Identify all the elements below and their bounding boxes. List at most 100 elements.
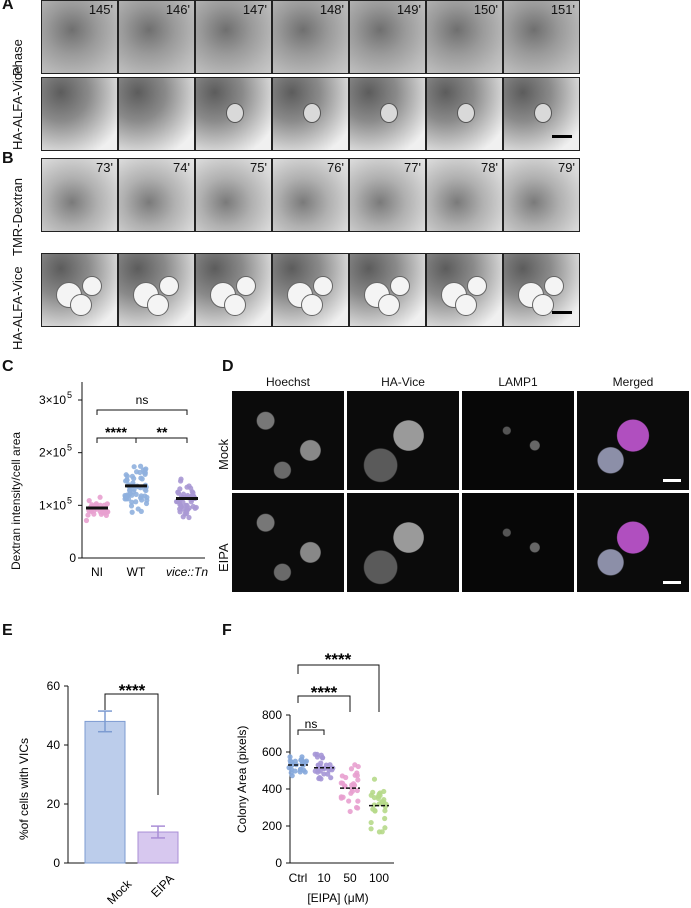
panel-b-timestamp: 78' <box>481 160 498 175</box>
panel-c-dot <box>131 464 137 470</box>
panel-c-ytick-label: 0 <box>69 551 76 565</box>
panel-e-xtick-eipa: EIPA <box>148 872 177 901</box>
panel-c-xtick-ni: NI <box>91 565 103 579</box>
panel-e-sig-label: **** <box>119 681 146 700</box>
panel-c-dot <box>184 484 190 490</box>
panel-c-dot <box>133 499 139 505</box>
panel-c-dot <box>143 487 149 494</box>
panel-c-dot <box>138 475 144 481</box>
panel-d-mock-havice-image <box>347 391 459 490</box>
panel-a-timestamp: 145' <box>88 2 113 17</box>
panel-c-dot <box>123 496 129 502</box>
panel-c-dot <box>142 467 148 473</box>
panel-d-eipa-merged-image <box>577 493 689 592</box>
panel-b-timestamp: 73' <box>96 160 113 175</box>
panel-e-sig-bracket <box>104 693 159 795</box>
panel-d-eipa-havice-image <box>347 493 459 592</box>
panel-f-ns-bracket <box>297 729 325 735</box>
panel-e-ytick-label: 40 <box>47 738 61 752</box>
panel-d-col-merged: Merged <box>612 375 654 389</box>
panel-b-row1-frame: 75' <box>195 158 272 232</box>
panel-c-dot <box>193 504 199 511</box>
panel-a-row2-label: HA-ALFA-Vice <box>10 66 25 150</box>
panel-f-ytick-label: 600 <box>262 745 282 759</box>
panel-f-dot <box>382 815 388 822</box>
panel-b-row2-frame <box>272 253 349 327</box>
panel-a-row1-frame: 150' <box>426 0 503 74</box>
panel-b-row1-label: TMR-Dextran <box>10 177 25 256</box>
panel-c-dot <box>138 508 144 514</box>
panel-f-ns-label: ns <box>305 717 318 731</box>
panel-d-col-havice: HA-Vice <box>381 375 425 389</box>
panel-f-dot <box>318 776 324 782</box>
panel-b-row1-frame: 77' <box>349 158 426 232</box>
panel-f-dot <box>318 752 324 758</box>
panel-c-chart: Dextran intensity/cell area 01×10 52×10 53… <box>9 382 208 579</box>
panel-letter-e: E <box>2 622 13 639</box>
panel-d-mock-merged-image <box>577 391 689 490</box>
panel-a-timestamp: 148' <box>319 2 344 17</box>
panel-d-row-mock: Mock <box>216 438 231 470</box>
panel-letter-c: C <box>2 358 14 375</box>
panel-e-ylabel: %of cells with VICs <box>17 738 31 840</box>
vacuole-spot <box>380 103 398 123</box>
panel-c-dot <box>175 490 182 496</box>
panel-a-timestamp: 147' <box>242 2 267 17</box>
panel-c-ns-bracket <box>96 409 188 415</box>
panel-f-xtick-50: 50 <box>343 871 357 885</box>
panel-c-dot <box>144 494 150 500</box>
panel-b-timestamp: 76' <box>327 160 344 175</box>
panel-a-row1-frame: 151' <box>503 0 580 74</box>
panel-b-row1-frame: 73' <box>41 158 118 232</box>
panel-f-ytick-label: 800 <box>262 708 282 722</box>
panel-f-dot <box>382 825 388 831</box>
panel-b-timestamp: 75' <box>250 160 267 175</box>
panel-d-col-hoechst: Hoechst <box>265 375 311 389</box>
panel-b-timestamp: 74' <box>173 160 190 175</box>
panel-a-timestamp: 149' <box>396 2 421 17</box>
panel-f-dot <box>350 781 357 787</box>
panel-c-dot <box>143 500 150 507</box>
panel-c-dot <box>129 499 135 505</box>
panel-c-dot <box>89 502 95 508</box>
vacuole-spot <box>224 294 246 316</box>
panel-f-chart: Colony Area (pixels) 0 200 400 600 800 ns **… <box>235 650 394 905</box>
vacuole-spot <box>159 276 179 296</box>
panel-b-row2-frame <box>503 253 580 327</box>
panel-a-timestamp: 146' <box>165 2 190 17</box>
panel-c-dot <box>137 495 144 501</box>
panel-c-dot <box>98 511 104 517</box>
panel-c-dot <box>186 505 192 511</box>
panel-f-dot <box>289 759 295 766</box>
panel-c-ytick-exponent: 5 <box>67 390 72 400</box>
vacuole-spot <box>236 276 256 296</box>
panel-a-row1-frame: 147' <box>195 0 272 74</box>
panel-a-row1-frame: 145' <box>41 0 118 74</box>
panel-d-row-eipa: EIPA <box>216 543 231 572</box>
panel-c-dot <box>124 477 130 483</box>
panel-f-100-bracket <box>297 664 380 712</box>
panel-c-ytick-label: 3×10 <box>39 393 66 407</box>
panel-c-dot <box>105 509 111 515</box>
panel-f-50-bracket <box>297 695 351 712</box>
vacuole-spot <box>467 276 487 296</box>
panel-d-col-lamp1: LAMP1 <box>498 375 538 389</box>
panel-b-scale-bar <box>552 311 572 314</box>
panel-f-dot <box>355 777 361 783</box>
panel-c-dot <box>188 499 194 505</box>
panel-letter-a: A <box>2 0 14 13</box>
panel-f-xtick-100: 100 <box>369 871 389 885</box>
panel-f-dot <box>348 766 355 772</box>
panel-c-dot <box>129 492 135 498</box>
panel-a-row1-frame: 149' <box>349 0 426 74</box>
panel-a-scale-bar <box>552 135 572 138</box>
panel-c-ylabel: Dextran intensity/cell area <box>9 432 23 570</box>
panel-f-dot <box>355 763 361 770</box>
panel-f-dot <box>381 797 387 803</box>
panel-b-row1-frame: 76' <box>272 158 349 232</box>
panel-f-ytick-label: 200 <box>262 819 282 833</box>
panel-f-dot <box>287 754 293 760</box>
panel-f-dot <box>303 758 310 764</box>
panel-c-xtick-wt: WT <box>127 565 146 579</box>
panel-a-timestamp: 150' <box>473 2 498 17</box>
